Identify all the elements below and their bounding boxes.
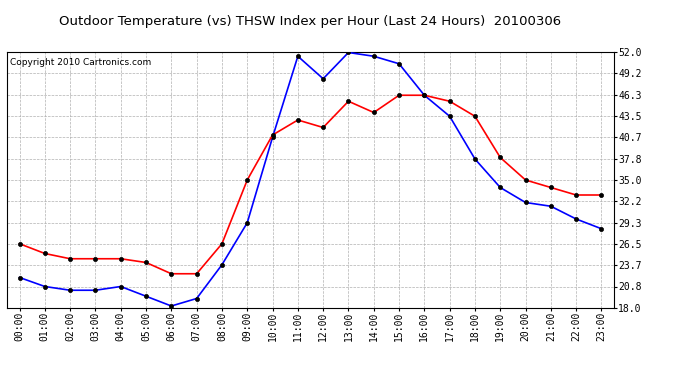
Text: Copyright 2010 Cartronics.com: Copyright 2010 Cartronics.com (10, 58, 151, 67)
Text: Outdoor Temperature (vs) THSW Index per Hour (Last 24 Hours)  20100306: Outdoor Temperature (vs) THSW Index per … (59, 15, 562, 28)
